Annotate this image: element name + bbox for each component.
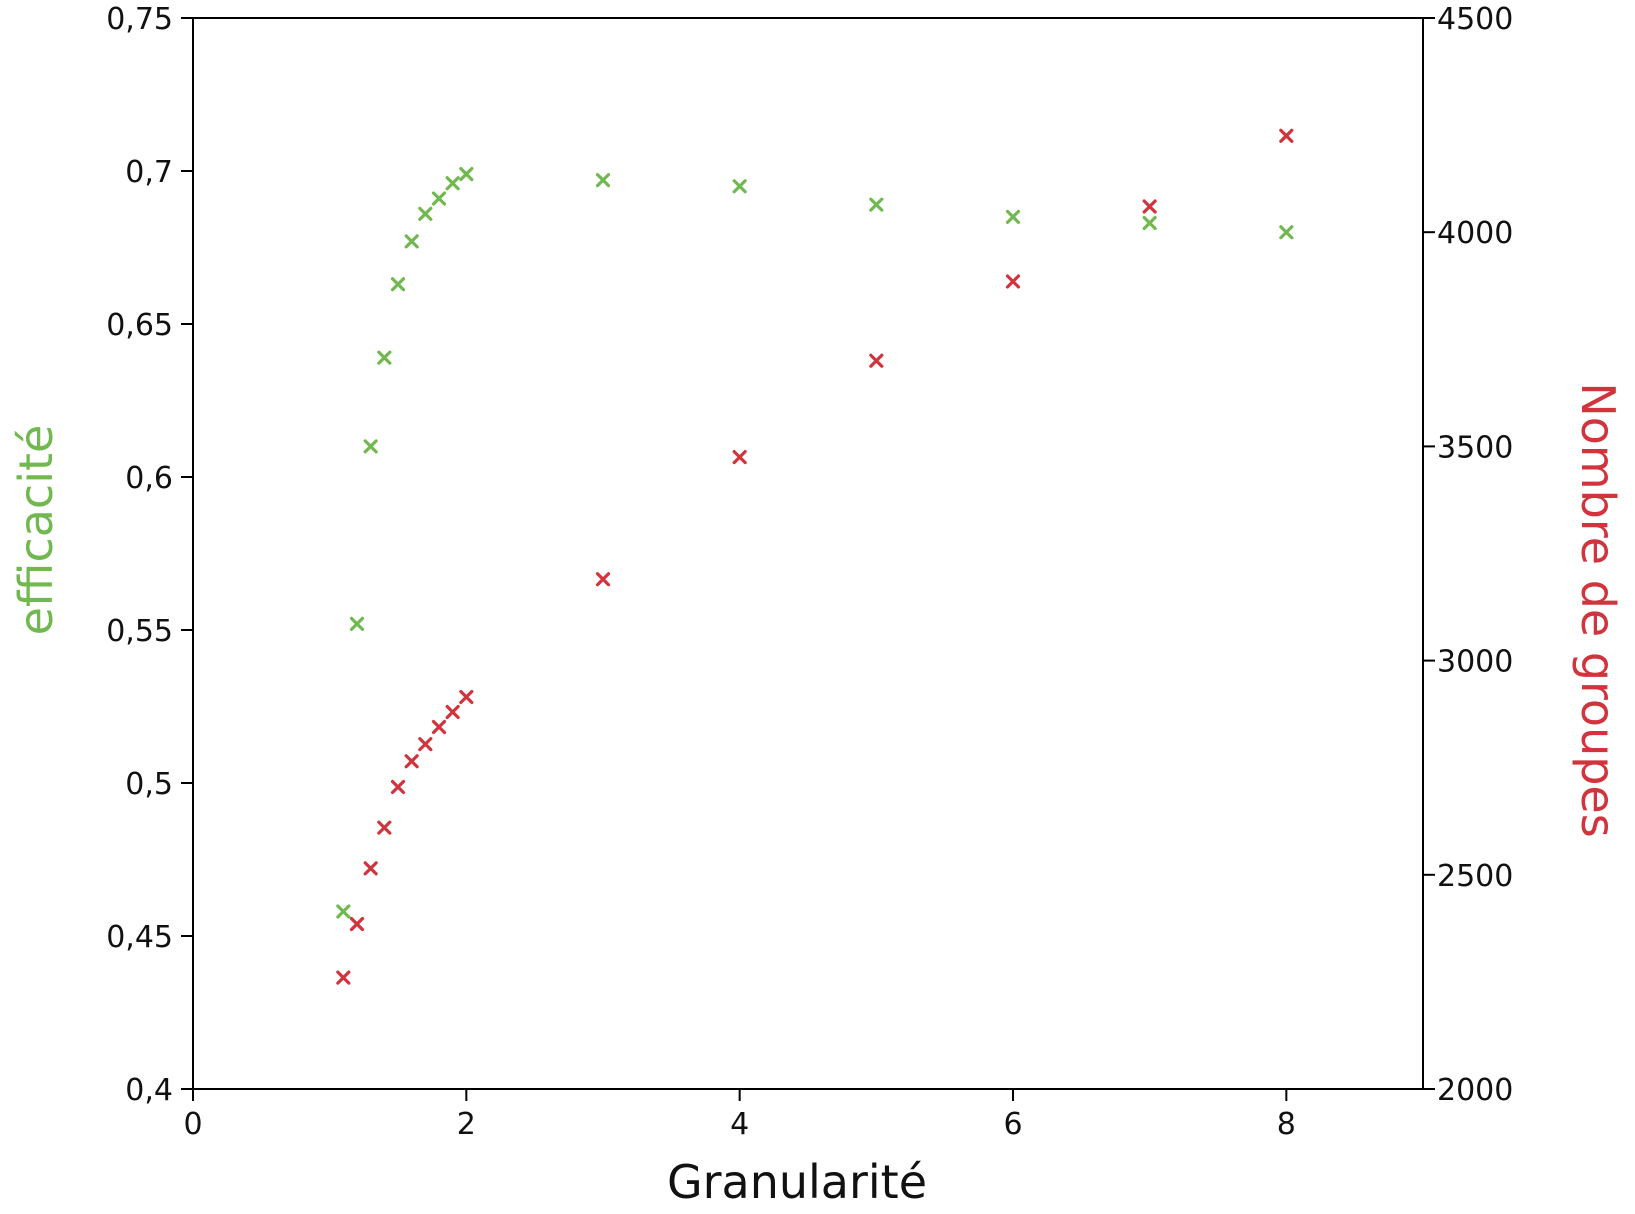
data-point [732, 179, 747, 194]
data-point [404, 234, 419, 249]
y-right-tick-label: 4500 [1437, 2, 1513, 37]
data-point [418, 206, 433, 221]
data-point [445, 176, 460, 191]
y-right-tick-label: 3000 [1437, 645, 1513, 680]
data-point [431, 191, 447, 206]
data-point [595, 572, 611, 587]
x-tick-label: 2 [457, 1107, 476, 1142]
data-point [390, 779, 406, 795]
data-point [336, 904, 351, 919]
data-point [459, 689, 474, 705]
y-left-tick-label: 0,65 [106, 308, 173, 343]
y-right-tick-label: 2000 [1437, 1073, 1513, 1108]
y-left-tick-label: 0,75 [106, 2, 173, 37]
y-axis-left: 0,4 0,45 0,5 0,55 0,6 0,65 0,7 0,75 [106, 2, 193, 1108]
data-point [869, 197, 884, 212]
data-point [1005, 209, 1021, 224]
y-left-tick-label: 0,4 [125, 1073, 173, 1108]
data-point [377, 350, 392, 365]
y-right-tick-label: 2500 [1437, 859, 1513, 894]
y-left-tick-label: 0,6 [125, 461, 173, 496]
x-axis: 0 2 4 6 8 [183, 1089, 1296, 1142]
x-axis-title: Granularité [667, 1155, 927, 1209]
plot-frame [192, 17, 1424, 1090]
y-axis-right: 2000 2500 3000 3500 4000 4500 [1423, 2, 1513, 1108]
data-point [732, 450, 747, 465]
data-point [390, 277, 406, 292]
data-point [1142, 215, 1157, 231]
data-point [1005, 274, 1021, 289]
data-point [1279, 128, 1294, 143]
data-point [431, 719, 447, 735]
data-point [404, 754, 419, 769]
data-point [363, 439, 378, 454]
data-point [1142, 199, 1157, 214]
y-right-tick-label: 3500 [1437, 430, 1513, 465]
data-point [445, 704, 460, 720]
y-left-tick-label: 0,45 [106, 920, 173, 955]
y-left-tick-label: 0,5 [125, 767, 173, 802]
y-right-tick-label: 4000 [1437, 216, 1513, 251]
x-tick-label: 6 [1003, 1107, 1022, 1142]
y-left-tick-label: 0,55 [106, 614, 173, 649]
y-left-tick-label: 0,7 [125, 155, 173, 190]
data-point [363, 861, 378, 876]
data-point [349, 616, 365, 631]
y-axis-left-title: efficacité [9, 425, 63, 636]
series-layer [336, 128, 1294, 985]
data-point [459, 166, 474, 182]
data-point [336, 970, 351, 985]
data-point [418, 737, 433, 752]
data-point [869, 353, 884, 368]
data-point [377, 820, 392, 835]
data-point [1279, 225, 1294, 240]
series-nombre-de-groupes [336, 128, 1294, 985]
series-efficacite [336, 166, 1294, 919]
data-point [595, 173, 611, 188]
x-tick-label: 4 [730, 1107, 749, 1142]
y-axis-right-title: Nombre de groupes [1571, 382, 1625, 837]
data-point [349, 916, 365, 932]
x-tick-label: 0 [183, 1107, 202, 1142]
x-tick-label: 8 [1277, 1107, 1296, 1142]
